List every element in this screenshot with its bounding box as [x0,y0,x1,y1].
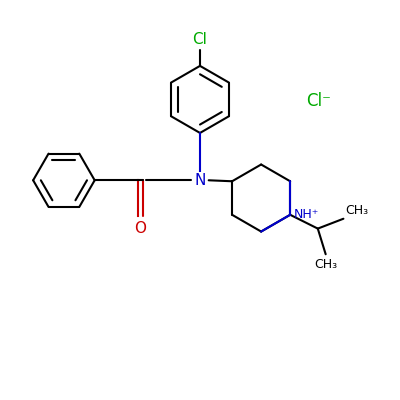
Text: CH₃: CH₃ [345,204,368,217]
Text: N: N [194,173,206,188]
Text: CH₃: CH₃ [314,258,337,271]
Text: NH⁺: NH⁺ [293,208,319,221]
Text: O: O [134,220,146,236]
Text: Cl⁻: Cl⁻ [306,92,331,110]
Text: Cl: Cl [192,32,208,47]
